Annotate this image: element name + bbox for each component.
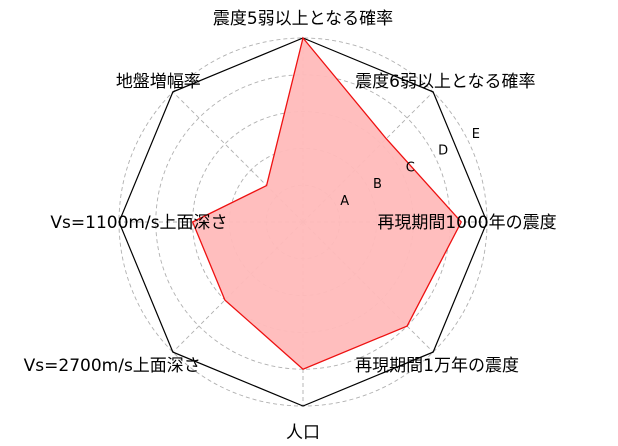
ring-label-A: A (340, 194, 349, 209)
ring-label-E: E (472, 127, 480, 142)
ring-label-C: C (406, 160, 415, 175)
axis-label-5: 人口 (286, 423, 320, 443)
axis-label-7: Vs=1100m/s上面深さ (50, 213, 227, 233)
ring-label-B: B (373, 177, 382, 192)
axis-label-3: 再現期間1000年の震度 (377, 213, 556, 233)
axis-label-6: Vs=2700m/s上面深さ (24, 356, 201, 376)
axis-label-4: 再現期間1万年の震度 (355, 356, 519, 376)
axis-label-8: 地盤増幅率 (116, 72, 201, 92)
radar-labels: A B C D E 震度5弱以上となる確率震度6弱以上となる確率再現期間1000年の震度再… (24, 9, 557, 443)
radar-data (191, 36, 463, 370)
radar-frame (118, 37, 488, 407)
ring-label-D: D (438, 144, 448, 159)
axis-label-2: 震度6弱以上となる確率 (355, 72, 535, 92)
axis-label-1: 震度5弱以上となる確率 (213, 9, 393, 29)
